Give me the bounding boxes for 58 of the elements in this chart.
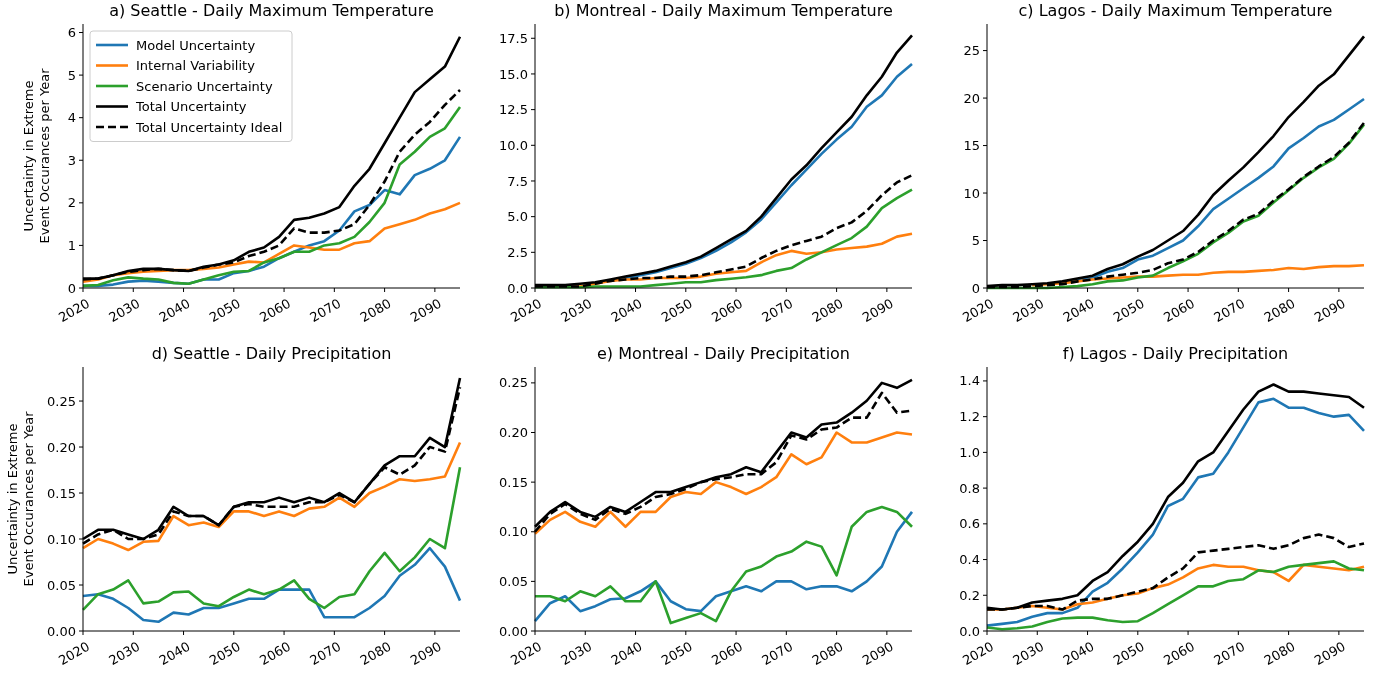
y-tick-label: 5 <box>971 233 980 249</box>
y-tick-label: 0.15 <box>499 474 528 490</box>
y-tick-label: 5 <box>67 67 76 83</box>
y-tick-label: 15 <box>963 138 980 154</box>
y-tick-label: 3 <box>67 152 76 168</box>
y-tick-label: 0.10 <box>499 524 528 540</box>
y-tick-label: 0.10 <box>47 531 76 547</box>
y-tick-label: 0.05 <box>499 573 528 589</box>
y-tick-label: 17.5 <box>499 30 528 46</box>
chart-title: e) Montreal - Daily Precipitation <box>596 344 851 363</box>
chart-title: d) Seattle - Daily Precipitation <box>151 344 392 363</box>
y-tick-label: 0.20 <box>499 425 528 441</box>
y-tick-label: 1 <box>67 237 76 253</box>
line-series <box>81 441 462 552</box>
y-tick-label: 0.00 <box>47 623 76 639</box>
line-series <box>533 431 914 536</box>
legend-label: Internal Variability <box>136 58 256 74</box>
y-tick-label: 0.8 <box>959 480 980 496</box>
y-tick-label: 0.25 <box>47 393 76 409</box>
y-axis-title: Uncertainty in Extreme Event Occurances per Year <box>5 410 36 587</box>
legend-label: Total Uncertainty Ideal <box>135 119 283 135</box>
y-tick-label: 15.0 <box>499 66 528 82</box>
y-tick-label: 6 <box>67 25 76 41</box>
chart-title: b) Montreal - Daily Maximum Temperature <box>554 1 893 20</box>
y-tick-label: 0 <box>971 280 980 296</box>
legend-label: Total Uncertainty <box>135 99 247 115</box>
y-tick-label: 5.0 <box>507 209 528 225</box>
y-tick-label: 1.0 <box>959 444 980 460</box>
legend-label: Model Uncertainty <box>136 37 256 53</box>
y-tick-label: 0.25 <box>499 375 528 391</box>
legend-label: Scenario Uncertainty <box>136 78 273 94</box>
line-series <box>81 465 462 612</box>
chart-title: f) Lagos - Daily Precipitation <box>1062 344 1289 363</box>
y-tick-label: 0.15 <box>47 485 76 501</box>
y-tick-label: 0.00 <box>499 623 528 639</box>
y-tick-label: 4 <box>67 110 76 126</box>
chart-title: c) Lagos - Daily Maximum Temperature <box>1018 1 1333 20</box>
y-tick-label: 1.2 <box>959 409 980 425</box>
y-tick-label: 1.4 <box>959 373 980 389</box>
y-tick-label: 0.0 <box>959 623 980 639</box>
y-tick-label: 10 <box>963 185 980 201</box>
y-tick-label: 20 <box>963 90 980 106</box>
y-tick-label: 0.6 <box>959 516 980 532</box>
y-tick-label: 2.5 <box>507 244 528 260</box>
y-tick-label: 25 <box>963 43 980 59</box>
chart-title: a) Seattle - Daily Maximum Temperature <box>109 1 434 20</box>
y-tick-label: 12.5 <box>499 102 528 118</box>
y-tick-label: 0 <box>67 280 76 296</box>
y-tick-label: 0.20 <box>47 439 76 455</box>
y-tick-label: 2 <box>67 195 76 211</box>
y-tick-label: 0.4 <box>959 552 980 568</box>
y-tick-label: 0.0 <box>507 280 528 296</box>
line-series <box>81 546 462 624</box>
y-tick-label: 0.05 <box>47 577 76 593</box>
y-tick-label: 10.0 <box>499 137 528 153</box>
y-axis-title: Uncertainty in Extreme Event Occurances per Year <box>21 67 52 244</box>
y-tick-label: 7.5 <box>507 173 528 189</box>
y-tick-label: 0.2 <box>959 587 980 603</box>
